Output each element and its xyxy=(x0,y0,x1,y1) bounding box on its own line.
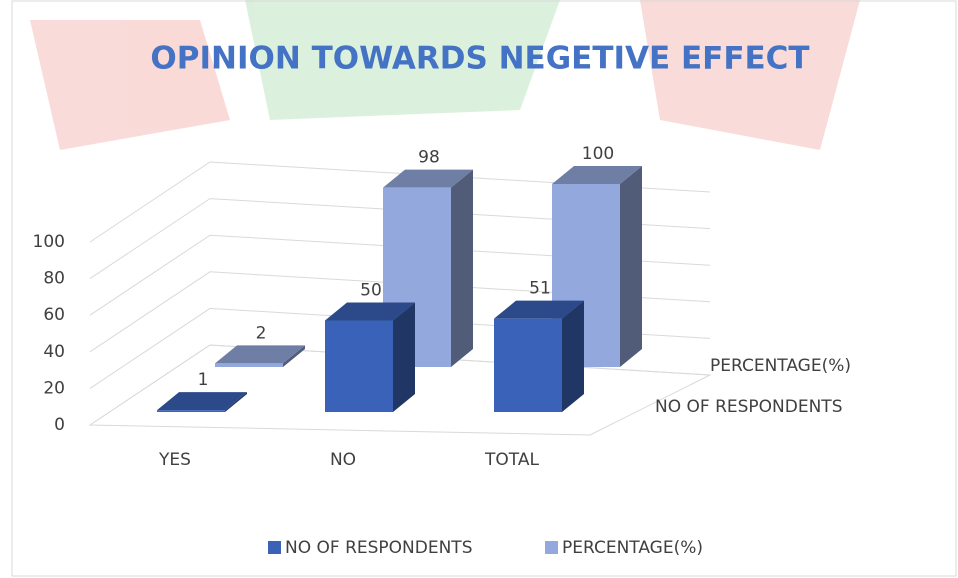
x-tick-label: TOTAL xyxy=(484,450,539,470)
grid-line xyxy=(89,161,711,243)
chart-title: OPINION TOWARDS NEGETIVE EFFECT xyxy=(150,41,809,77)
legend-label: PERCENTAGE(%) xyxy=(562,538,703,558)
legend-swatch xyxy=(268,541,281,554)
bar-side xyxy=(451,169,473,367)
y-tick-label: 40 xyxy=(43,342,65,362)
bar-side xyxy=(562,300,584,412)
y-tick-label: 20 xyxy=(43,378,65,398)
data-label: 51 xyxy=(529,279,551,299)
data-label: 1 xyxy=(198,370,209,390)
grid-line xyxy=(89,198,711,280)
legend-label: NO OF RESPONDENTS xyxy=(285,538,472,558)
bar-side xyxy=(620,166,642,367)
bar xyxy=(215,363,283,367)
bar-top xyxy=(215,345,305,364)
bar-top xyxy=(494,300,584,319)
x-tick-label: YES xyxy=(158,450,191,470)
bar xyxy=(157,410,225,412)
watermark xyxy=(30,0,860,150)
bar xyxy=(494,318,562,412)
bar-top xyxy=(552,166,642,184)
data-label: 100 xyxy=(582,144,614,164)
y-tick-label: 60 xyxy=(43,305,65,325)
bar-side xyxy=(393,302,415,412)
bar-top xyxy=(157,392,247,411)
bar-side xyxy=(225,392,247,412)
data-label: 98 xyxy=(418,148,440,168)
grid-line xyxy=(89,234,711,316)
bar xyxy=(325,320,393,412)
grid-line xyxy=(89,271,711,353)
bar-top xyxy=(325,302,415,321)
bar-top xyxy=(383,169,473,188)
bar-side xyxy=(283,345,305,367)
data-label: 2 xyxy=(256,323,267,343)
legend-swatch xyxy=(545,541,558,554)
chart-frame xyxy=(11,0,957,577)
y-tick-label: 80 xyxy=(43,269,65,289)
y-tick-label: 0 xyxy=(54,415,65,435)
depth-label: PERCENTAGE(%) xyxy=(710,356,851,376)
x-tick-label: NO xyxy=(330,450,356,470)
depth-label: NO OF RESPONDENTS xyxy=(655,397,842,417)
y-tick-label: 100 xyxy=(33,232,65,252)
data-label: 50 xyxy=(360,281,382,301)
